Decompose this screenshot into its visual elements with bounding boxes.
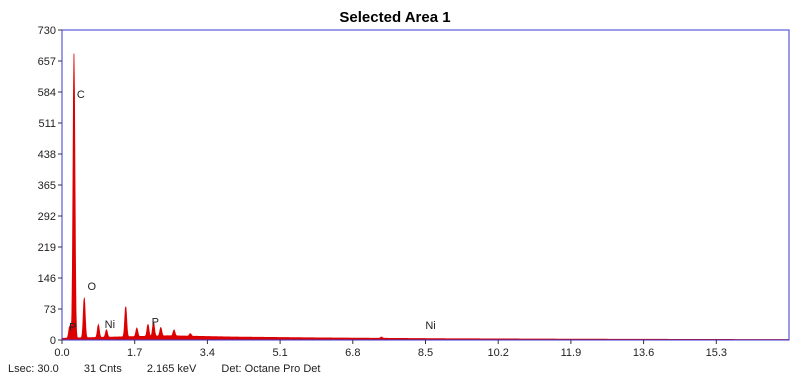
spectrum-layer — [62, 53, 789, 340]
y-tick-label: 365 — [38, 180, 56, 192]
axes-layer: 0.0 1.7 3.4 5.1 6.8 8.5 10.2 11.9 13.6 15.3 0 73 146… — [38, 25, 727, 359]
y-tick-label: 73 — [44, 304, 56, 316]
energy-readout: 2.165 keV — [146, 363, 197, 375]
peak-label: P — [69, 322, 76, 334]
x-tick-label: 13.6 — [633, 347, 654, 359]
count-readout: 31 Cnts — [83, 363, 122, 375]
peak-label: Ni — [425, 320, 435, 332]
x-tick-label: 0.0 — [54, 347, 69, 359]
y-tick-label: 0 — [50, 335, 56, 347]
chart-title: Selected Area 1 — [339, 9, 451, 26]
x-tick-label: 11.9 — [561, 347, 582, 359]
peak-label: P — [152, 317, 159, 329]
y-tick-label: 292 — [38, 211, 56, 223]
status-bar: Lsec: 30.0 31 Cnts 2.165 keV Det: Octane… — [8, 363, 342, 375]
x-tick-label: 6.8 — [345, 347, 360, 359]
x-tick-label: 10.2 — [487, 347, 508, 359]
detector-label: Det: Octane Pro Det — [221, 363, 321, 375]
y-tick-label: 219 — [38, 242, 56, 254]
y-tick-label: 730 — [38, 25, 56, 37]
y-tick-label: 438 — [38, 149, 56, 161]
peak-label: Ni — [105, 319, 115, 331]
y-tick-label: 511 — [38, 118, 56, 130]
peak-label: C — [77, 89, 85, 101]
y-tick-label: 584 — [38, 87, 56, 99]
y-tick-label: 146 — [38, 273, 56, 285]
x-tick-label: 1.7 — [127, 347, 142, 359]
live-seconds: Lsec: 30.0 — [8, 363, 59, 375]
x-tick-label: 3.4 — [200, 347, 215, 359]
x-tick-label: 8.5 — [418, 347, 433, 359]
plot-frame — [61, 29, 790, 341]
x-tick-label: 15.3 — [706, 347, 727, 359]
peak-label: O — [88, 281, 97, 293]
spectrum-series — [62, 53, 789, 340]
peak-labels: C O P Ni P Ni — [69, 89, 436, 334]
x-tick-label: 5.1 — [272, 347, 287, 359]
y-tick-label: 657 — [38, 56, 56, 68]
